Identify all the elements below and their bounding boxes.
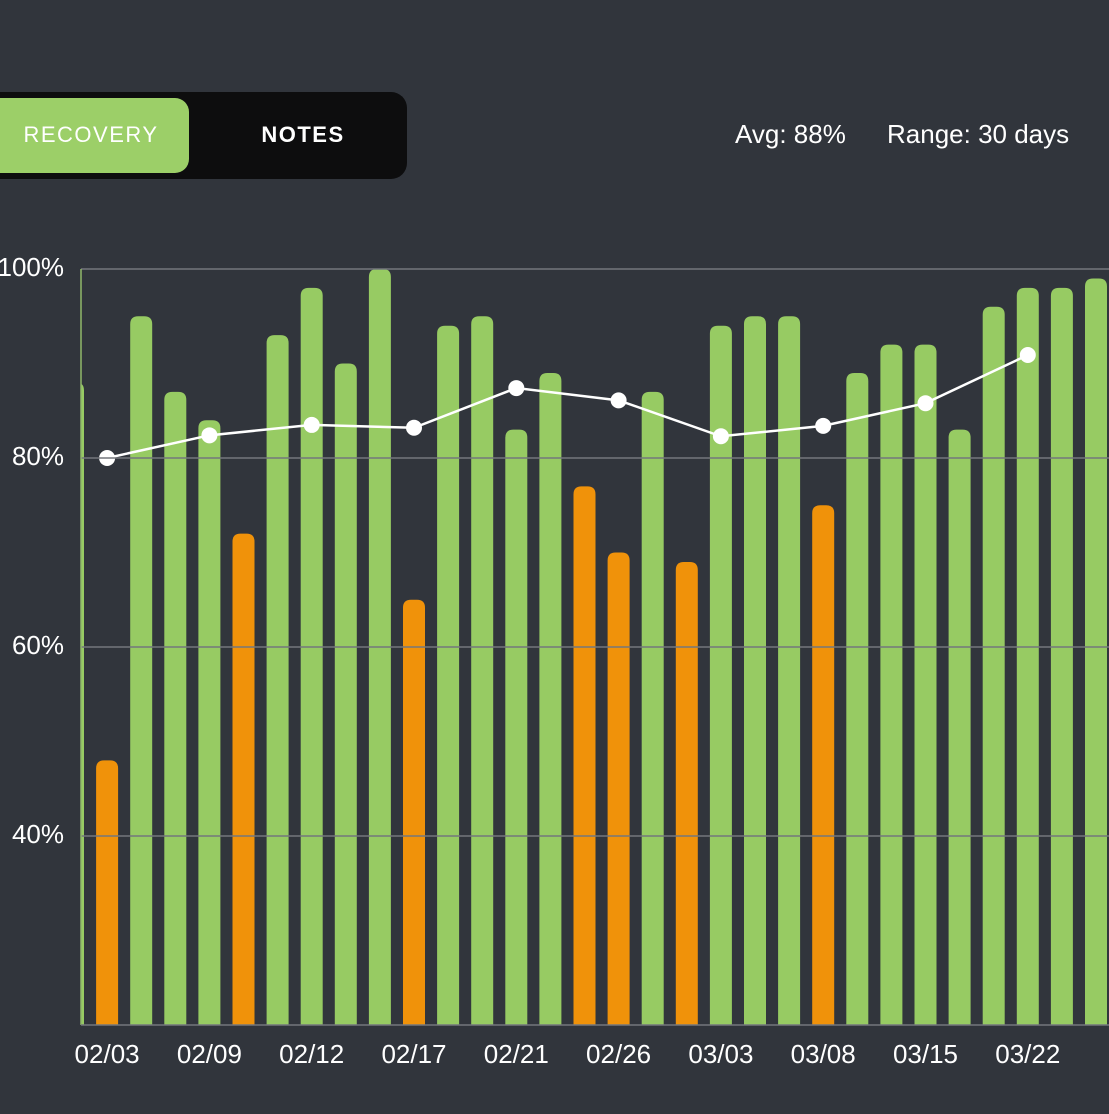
- bar: [300, 287, 323, 1025]
- bar: [198, 420, 221, 1025]
- bar: [914, 344, 937, 1025]
- bar: [334, 363, 357, 1025]
- y-tick-label: 60%: [12, 630, 64, 660]
- bar: [948, 429, 971, 1025]
- x-tick-label: 02/12: [279, 1039, 344, 1069]
- bar: [539, 372, 562, 1025]
- trend-point: [201, 427, 218, 444]
- tab-recovery[interactable]: RECOVERY: [23, 122, 158, 147]
- bar: [96, 760, 119, 1025]
- bar: [812, 505, 835, 1025]
- range-label: Range: 30 days: [887, 119, 1069, 149]
- trend-point: [303, 416, 320, 433]
- x-tick-label: 03/08: [791, 1039, 856, 1069]
- bar: [641, 391, 664, 1025]
- bar: [164, 391, 187, 1025]
- bar: [437, 325, 460, 1025]
- bar: [709, 325, 732, 1025]
- y-tick-label: 100%: [0, 252, 64, 282]
- trend-point: [815, 417, 832, 434]
- y-tick-label: 80%: [12, 441, 64, 471]
- tab-active[interactable]: [0, 98, 189, 173]
- trend-point: [1019, 346, 1036, 363]
- bar: [266, 335, 289, 1025]
- x-tick-label: 03/15: [893, 1039, 958, 1069]
- x-tick-label: 02/09: [177, 1039, 242, 1069]
- x-tick-label: 03/03: [688, 1039, 753, 1069]
- bar: [1050, 287, 1073, 1025]
- bar: [1016, 287, 1039, 1025]
- trend-point: [406, 419, 422, 436]
- y-tick-label: 40%: [12, 819, 64, 849]
- bar: [675, 561, 698, 1025]
- avg-label: Avg: 88%: [735, 119, 846, 149]
- bar: [403, 599, 425, 1025]
- trend-line: [106, 353, 1029, 460]
- x-tick-label: 02/26: [586, 1039, 651, 1069]
- x-tick-label: 02/17: [381, 1039, 446, 1069]
- bar: [130, 316, 153, 1025]
- x-tick-label: 03/22: [995, 1039, 1060, 1069]
- bar: [232, 533, 255, 1025]
- bar: [1085, 278, 1107, 1025]
- bar: [471, 316, 494, 1025]
- bar: [573, 486, 596, 1025]
- plot: [81, 269, 1107, 1025]
- bar: [607, 552, 630, 1025]
- bar: [982, 306, 1005, 1025]
- bar: [778, 316, 801, 1025]
- x-tick-label: 02/21: [484, 1039, 549, 1069]
- trend-point: [610, 392, 627, 409]
- trend-point: [712, 428, 729, 445]
- bar: [880, 344, 903, 1025]
- trend-point: [917, 395, 934, 412]
- tab-notes[interactable]: NOTES: [261, 122, 344, 147]
- bar: [744, 316, 766, 1025]
- x-tick-label: 02/03: [75, 1039, 140, 1069]
- bar: [846, 372, 869, 1025]
- trend-point: [508, 380, 525, 397]
- bar: [505, 429, 528, 1025]
